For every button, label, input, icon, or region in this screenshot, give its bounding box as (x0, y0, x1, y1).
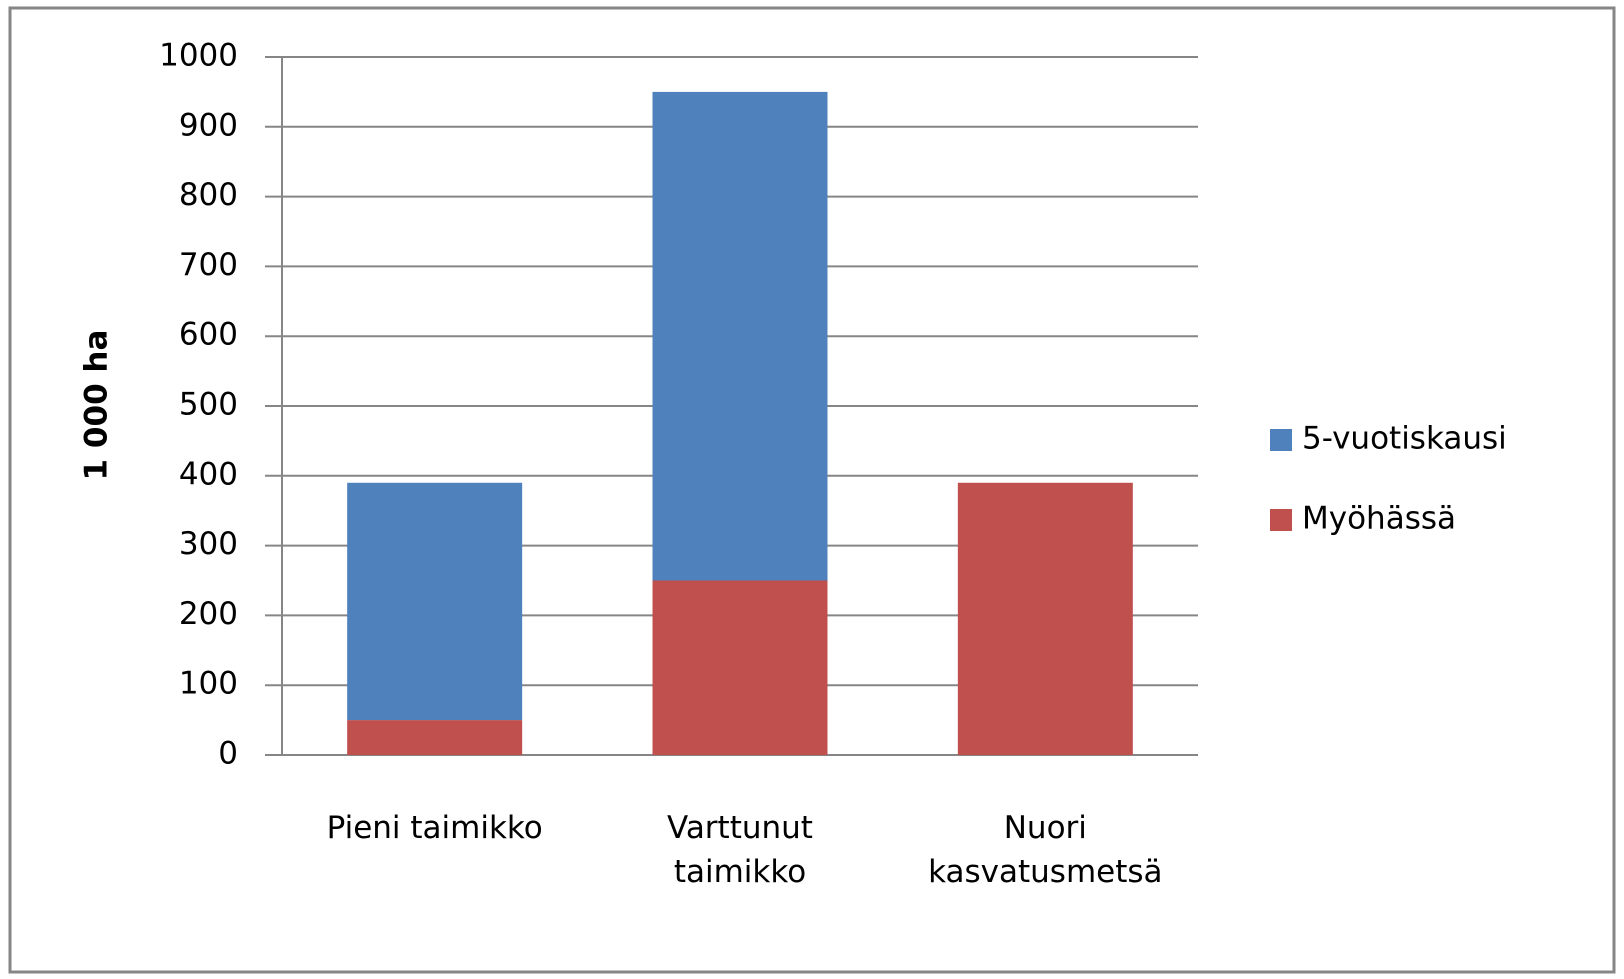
x-tick-label: Varttunut taimikko (667, 810, 813, 890)
y-tick-label: 900 (179, 107, 238, 143)
y-axis-title: 1 000 ha (79, 330, 115, 481)
y-tick-label: 700 (179, 247, 238, 283)
legend-swatch (1270, 429, 1292, 451)
y-tick-label: 200 (179, 596, 238, 632)
legend-label: Myöhässä (1302, 501, 1456, 537)
y-tick-label: 500 (179, 387, 238, 423)
y-tick-label: 100 (179, 666, 238, 702)
y-tick-label: 600 (179, 317, 238, 353)
bar-segment (347, 482, 523, 721)
legend-label: 5-vuotiskausi (1302, 421, 1507, 457)
y-tick-label: 1000 (159, 38, 238, 74)
bar-segment (652, 91, 828, 581)
y-tick-label: 0 (218, 736, 238, 772)
bar-segment (652, 580, 828, 755)
legend-swatch (1270, 509, 1292, 531)
bar-segment (347, 720, 523, 755)
y-tick-label: 300 (179, 526, 238, 562)
x-tick-label: Pieni taimikko (326, 810, 543, 846)
x-tick-label: Nuori kasvatusmetsä (928, 810, 1163, 890)
y-tick-label: 800 (179, 177, 238, 213)
bar-segment (957, 482, 1133, 755)
y-tick-label: 400 (179, 456, 238, 492)
